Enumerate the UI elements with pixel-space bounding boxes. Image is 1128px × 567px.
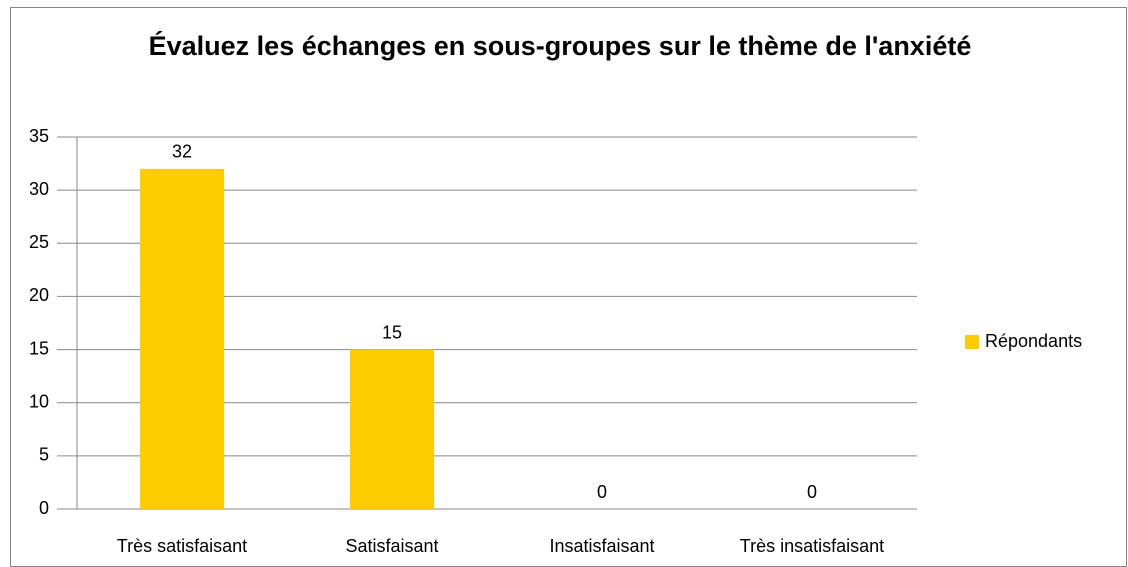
chart-title: Évaluez les échanges en sous-groupes sur… xyxy=(148,31,972,61)
y-tick-label: 30 xyxy=(29,179,49,199)
data-label: 15 xyxy=(382,322,402,342)
data-label: 32 xyxy=(172,142,192,162)
bar xyxy=(350,349,434,509)
y-tick-label: 20 xyxy=(29,285,49,305)
y-tick-label: 25 xyxy=(29,232,49,252)
x-tick-label: Insatisfaisant xyxy=(549,536,654,556)
x-tick-label: Très insatisfaisant xyxy=(740,536,884,556)
x-tick-label: Satisfaisant xyxy=(345,536,438,556)
y-tick-label: 10 xyxy=(29,391,49,411)
y-tick-label: 5 xyxy=(39,445,49,465)
y-tick-label: 35 xyxy=(29,126,49,146)
data-label: 0 xyxy=(597,482,607,502)
y-tick-label: 15 xyxy=(29,338,49,358)
x-tick-label: Très satisfaisant xyxy=(117,536,247,556)
legend-label: Répondants xyxy=(985,331,1082,351)
legend-swatch xyxy=(965,335,979,349)
data-label: 0 xyxy=(807,482,817,502)
y-tick-label: 0 xyxy=(39,498,49,518)
bar xyxy=(140,168,224,509)
